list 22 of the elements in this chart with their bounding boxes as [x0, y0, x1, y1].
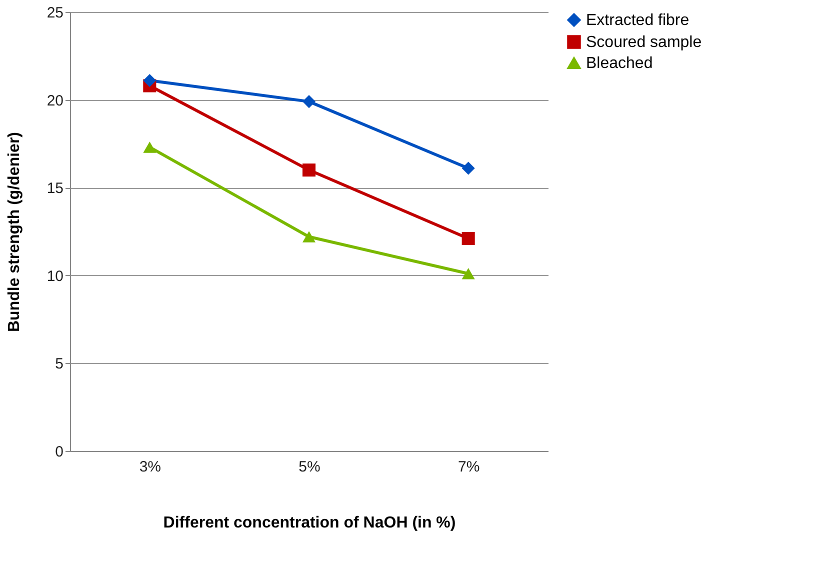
point	[462, 268, 475, 280]
y-tick-label: 0	[55, 444, 64, 460]
y-axis-title: Bundle strength (g/denier)	[6, 132, 23, 332]
y-tick-label: 20	[46, 92, 64, 110]
x-tick-label: 7%	[458, 458, 480, 476]
point	[143, 74, 156, 88]
legend-label: Extracted fibre	[586, 12, 690, 29]
point	[462, 162, 475, 175]
legend-label: Bleached	[586, 55, 653, 72]
x-tick-label: 3%	[139, 458, 162, 476]
point	[302, 231, 316, 242]
point	[143, 142, 156, 153]
x-tick-label: 5%	[298, 458, 320, 476]
y-tick-label: 25	[46, 4, 64, 22]
legend-label: Scoured sample	[586, 34, 702, 51]
point	[302, 95, 316, 108]
point	[462, 232, 475, 246]
y-tick-label: 15	[46, 180, 64, 198]
y-tick-label: 10	[46, 268, 64, 285]
x-axis-title: Different concentration of NaOH (in %)	[163, 514, 456, 532]
y-tick-label: 5	[55, 356, 64, 373]
point	[302, 164, 316, 177]
